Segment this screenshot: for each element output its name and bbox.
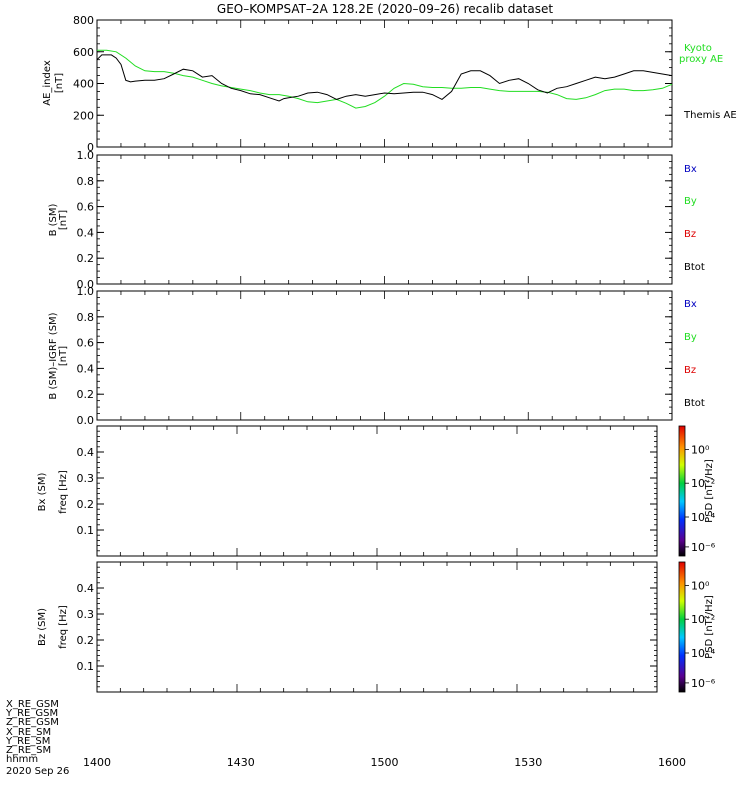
bx-spec-x-ticks — [96, 426, 658, 556]
bz-colorbar — [678, 561, 686, 693]
legend-kyoto: Kyoto — [684, 43, 712, 54]
bx-spec-frame — [96, 425, 658, 557]
colorbar-tick-label: 10⁻⁶ — [691, 541, 716, 554]
ae-series — [96, 49, 673, 109]
y-tick-label: 0.1 — [77, 660, 95, 673]
time-tick-label: 1600 — [658, 756, 686, 769]
time-axis-label: hhmm — [6, 754, 39, 765]
y-tick-label: 0.4 — [77, 226, 95, 239]
bx-colorbar — [678, 425, 686, 557]
legend-bdiff-bx: Bx — [684, 299, 697, 310]
colorbar-tick-label: 10⁻² — [691, 613, 715, 626]
bx-spec-yunit: freq [Hz] — [58, 470, 69, 514]
bdiff-panel: 0.0 0.2 0.4 0.6 0.8 1.0 B (SM)–IGRF (SM) [nT]… — [48, 285, 705, 427]
y-tick-label: 600 — [73, 46, 94, 59]
ephemeris-label: X_RE_SM — [6, 726, 52, 738]
ephemeris-label: X_RE_GSM — [6, 699, 59, 710]
bdiff-ylabel: B (SM)–IGRF (SM) — [48, 312, 59, 399]
legend-b-btot: Btot — [684, 262, 705, 273]
ae-x-ticks — [96, 20, 673, 147]
bz-spec-yunit: freq [Hz] — [58, 605, 69, 649]
time-tick-label: 1530 — [514, 756, 542, 769]
bz-spectrogram-panel: 0.10.20.30.4 Bz (SM) freq [Hz] 10⁰10⁻²10… — [37, 561, 716, 693]
y-tick-label: 0.2 — [77, 252, 95, 265]
y-tick-label: 0.0 — [77, 414, 95, 427]
y-tick-label: 0.2 — [77, 388, 95, 401]
ephemeris-label: Z_RE_SM — [6, 745, 52, 756]
legend-kyoto-proxy: proxy AE — [679, 54, 723, 65]
ephemeris-label: Y_RE_SM — [6, 735, 51, 747]
ephemeris-label: Z_RE_GSM — [6, 717, 59, 729]
bz-spec-ylabel: Bz (SM) — [37, 608, 48, 646]
bx-colorbar-label: PSD [nT²/Hz] — [704, 459, 715, 523]
bz-spec-y-ticks: 0.1 0.2 0.3 0.4 — [77, 561, 657, 693]
bdiff-yunit: [nT] — [58, 346, 69, 366]
ae-y-ticks: 0 200 400 600 800 — [73, 14, 672, 154]
y-tick-label: 0.6 — [77, 337, 95, 350]
y-tick-label: 0.0 — [77, 278, 95, 291]
y-tick-label: 0.8 — [77, 175, 95, 188]
y-tick-label: 0.2 — [77, 498, 95, 511]
b-x-ticks — [96, 155, 673, 284]
y-tick-label: 0 — [87, 141, 94, 154]
ae-ylabel: AE_index — [42, 60, 53, 106]
series-line-themis-ae — [96, 54, 673, 102]
b-panel: 0.00.20.40.60.81.0 B (SM) [nT] Bx By Bz … — [48, 149, 705, 291]
bz-colorbar-label: PSD [nT²/Hz] — [704, 595, 715, 659]
time-tick-label: 1400 — [83, 756, 111, 769]
bx-spec-y-ticks: 0.1 0.2 0.3 0.4 — [77, 425, 657, 557]
colorbar-tick-label: 10⁰ — [691, 579, 710, 592]
colorbar-tick-label: 10⁻⁴ — [691, 511, 716, 524]
legend-bdiff-btot: Btot — [684, 398, 705, 409]
colorbar-tick-label: 10⁻² — [691, 477, 715, 490]
ae-yunit: [nT] — [54, 73, 65, 93]
legend-bdiff-by: By — [684, 332, 697, 343]
ephemeris-label: Y_RE_GSM — [6, 708, 59, 720]
bx-colorbar-ticks: 10⁰ 10⁻² 10⁻⁴ 10⁻⁶ — [685, 443, 716, 554]
legend-b-bz: Bz — [684, 229, 696, 240]
ae-panel: 0 200 400 600 800 AE_index [nT] Kyoto proxy … — [42, 14, 737, 154]
legend-themis: Themis AE — [683, 110, 737, 121]
time-axis-labels: 1400 1430 1500 1530 1600 — [83, 756, 686, 769]
y-tick-label: 400 — [73, 78, 94, 91]
legend-bdiff-bz: Bz — [684, 365, 696, 376]
y-tick-label: 200 — [73, 109, 94, 122]
bdiff-panel-frame — [96, 290, 673, 421]
y-tick-label: 0.1 — [77, 524, 95, 537]
b-y-ticks: 0.0 0.2 0.4 0.6 0.8 1.0 — [77, 149, 672, 291]
colorbar-tick-label: 10⁻⁶ — [691, 677, 716, 690]
ae-panel-frame — [96, 19, 673, 148]
y-tick-label: 0.3 — [77, 608, 95, 621]
y-tick-label: 0.6 — [77, 201, 95, 214]
y-tick-label: 1.0 — [77, 149, 95, 162]
y-tick-label: 0.2 — [77, 634, 95, 647]
b-yunit: [nT] — [58, 210, 69, 230]
y-tick-label: 0.4 — [77, 582, 95, 595]
b-panel-frame — [96, 154, 673, 285]
colorbar-tick-label: 10⁰ — [691, 443, 710, 456]
y-tick-label: 0.3 — [77, 472, 95, 485]
series-line-kyoto-proxy-ae — [97, 49, 673, 109]
y-tick-label: 0.4 — [77, 446, 95, 459]
y-tick-label: 1.0 — [77, 285, 95, 298]
legend-b-bx: Bx — [684, 164, 697, 175]
time-tick-label: 1500 — [371, 756, 399, 769]
y-tick-label: 0.8 — [77, 311, 95, 324]
bz-spec-frame — [96, 561, 658, 693]
b-ylabel: B (SM) — [48, 203, 59, 236]
bdiff-y-ticks: 0.0 0.2 0.4 0.6 0.8 1.0 — [77, 285, 672, 427]
bz-spec-x-ticks — [96, 562, 658, 692]
bz-colorbar-ticks: 10⁰ 10⁻² 10⁻⁴ 10⁻⁶ — [685, 579, 716, 690]
colorbar-tick-label: 10⁻⁴ — [691, 647, 716, 660]
bx-spectrogram-panel: 0.10.20.30.4 Bx (SM) freq [Hz] 10⁰10⁻²10… — [37, 425, 716, 557]
bx-spec-ylabel: Bx (SM) — [37, 473, 48, 512]
time-tick-label: 1430 — [227, 756, 255, 769]
chart-title: GEO–KOMPSAT–2A 128.2E (2020–09–26) recal… — [217, 2, 553, 16]
legend-b-by: By — [684, 196, 697, 207]
date-label: 2020 Sep 26 — [6, 766, 70, 777]
y-tick-label: 0.4 — [77, 362, 95, 375]
bdiff-x-ticks — [96, 291, 673, 420]
y-tick-label: 800 — [73, 14, 94, 27]
